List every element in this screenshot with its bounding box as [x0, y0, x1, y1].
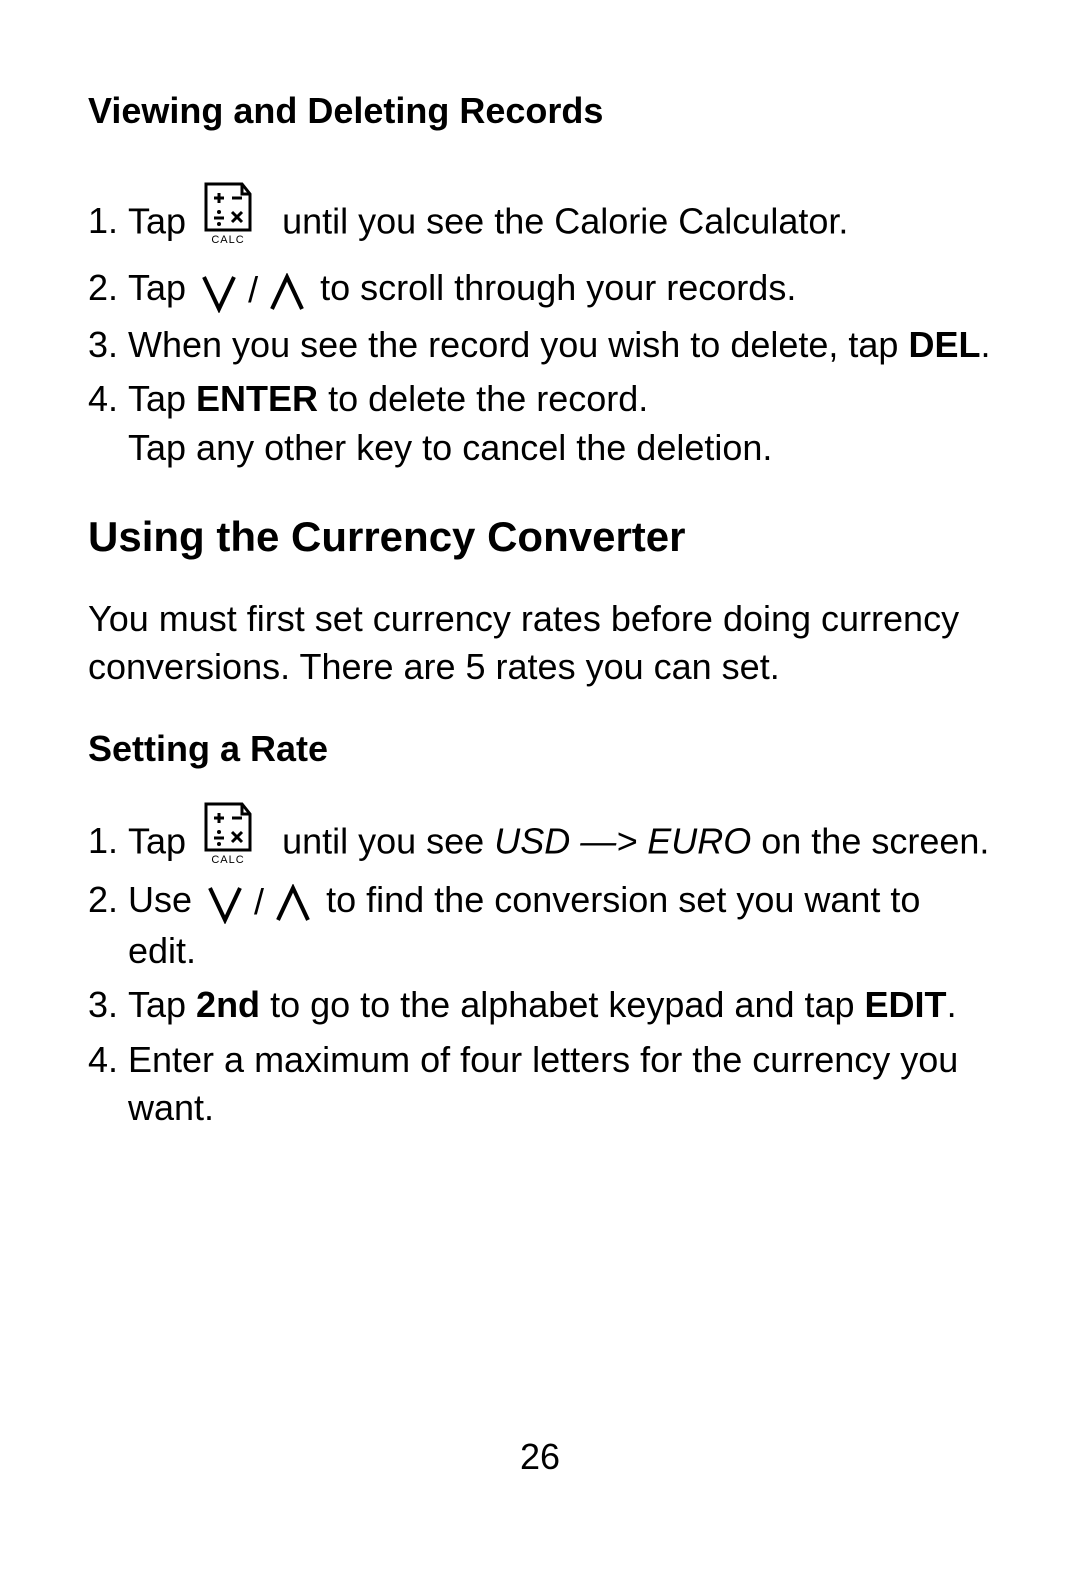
key-label: ENTER — [196, 378, 318, 419]
list-body: Tap / to scroll through your records. — [128, 264, 992, 315]
screen-text: USD —> EURO — [494, 820, 751, 861]
list-body: Tap CALC until you see USD —> EURO on th — [128, 800, 992, 866]
text-fragment: Use — [128, 879, 202, 920]
list-item: 3. When you see the record you wish to d… — [88, 321, 992, 370]
key-label: 2nd — [196, 984, 260, 1025]
list-item: 2. Use / to find the conversion set you … — [88, 876, 992, 975]
list-viewing: 1. Tap — [88, 180, 992, 473]
text-fragment: on the screen. — [751, 820, 989, 861]
down-up-arrow-icon: / — [206, 878, 312, 927]
list-item: 4. Tap ENTER to delete the record. Tap a… — [88, 375, 992, 472]
list-body: Enter a maximum of four letters for the … — [128, 1036, 992, 1133]
list-number: 4. — [88, 375, 128, 424]
text-fragment: Tap any other key to cancel the deletion… — [128, 424, 992, 473]
text-fragment: When you see the record you wish to dele… — [128, 324, 908, 365]
subsection-heading-rate: Setting a Rate — [88, 728, 992, 770]
list-item: 3. Tap 2nd to go to the alphabet keypad … — [88, 981, 992, 1030]
arrow-separator: / — [248, 269, 258, 310]
arrow-separator: / — [254, 881, 264, 922]
text-fragment: . — [947, 984, 957, 1025]
text-fragment: to scroll through your records. — [320, 267, 796, 308]
text-fragment: to go to the alphabet keypad and tap — [260, 984, 864, 1025]
calc-label: CALC — [211, 854, 244, 866]
subsection-heading-viewing: Viewing and Deleting Records — [88, 90, 992, 132]
text-fragment: Tap — [128, 378, 196, 419]
list-number: 1. — [88, 817, 128, 866]
list-number: 1. — [88, 197, 128, 246]
list-body: Tap 2nd to go to the alphabet keypad and… — [128, 981, 992, 1030]
list-item: 4. Enter a maximum of four letters for t… — [88, 1036, 992, 1133]
down-up-arrow-icon: / — [200, 266, 306, 315]
list-number: 4. — [88, 1036, 128, 1085]
list-number: 3. — [88, 981, 128, 1030]
calc-icon: CALC — [202, 800, 254, 866]
list-body: Tap ENTER to delete the record. Tap any … — [128, 375, 992, 472]
calc-label: CALC — [211, 234, 244, 246]
list-body: Tap — [128, 180, 992, 246]
list-body: Use / to find the conversion set you wan… — [128, 876, 992, 975]
key-label: DEL — [908, 324, 980, 365]
list-number: 2. — [88, 876, 128, 925]
list-number: 2. — [88, 264, 128, 313]
key-label: EDIT — [865, 984, 947, 1025]
text-fragment: until you see — [282, 820, 494, 861]
list-item: 1. Tap — [88, 180, 992, 246]
text-fragment: . — [980, 324, 990, 365]
page-number: 26 — [0, 1436, 1080, 1478]
list-item: 2. Tap / to scroll through your records. — [88, 264, 992, 315]
intro-paragraph: You must first set currency rates before… — [88, 595, 992, 692]
list-body: When you see the record you wish to dele… — [128, 321, 992, 370]
section-heading-currency: Using the Currency Converter — [88, 513, 992, 561]
text-fragment: until you see the Calorie Calculator. — [282, 200, 848, 241]
text-fragment: to delete the record. — [318, 378, 648, 419]
calc-icon: CALC — [202, 180, 254, 246]
text-fragment: Tap — [128, 200, 196, 241]
text-fragment: Tap — [128, 267, 196, 308]
list-rate: 1. Tap CALC until you see USD — [88, 800, 992, 1133]
list-item: 1. Tap CALC until you see USD — [88, 800, 992, 866]
list-number: 3. — [88, 321, 128, 370]
text-fragment: Tap — [128, 820, 196, 861]
text-fragment: Tap — [128, 984, 196, 1025]
